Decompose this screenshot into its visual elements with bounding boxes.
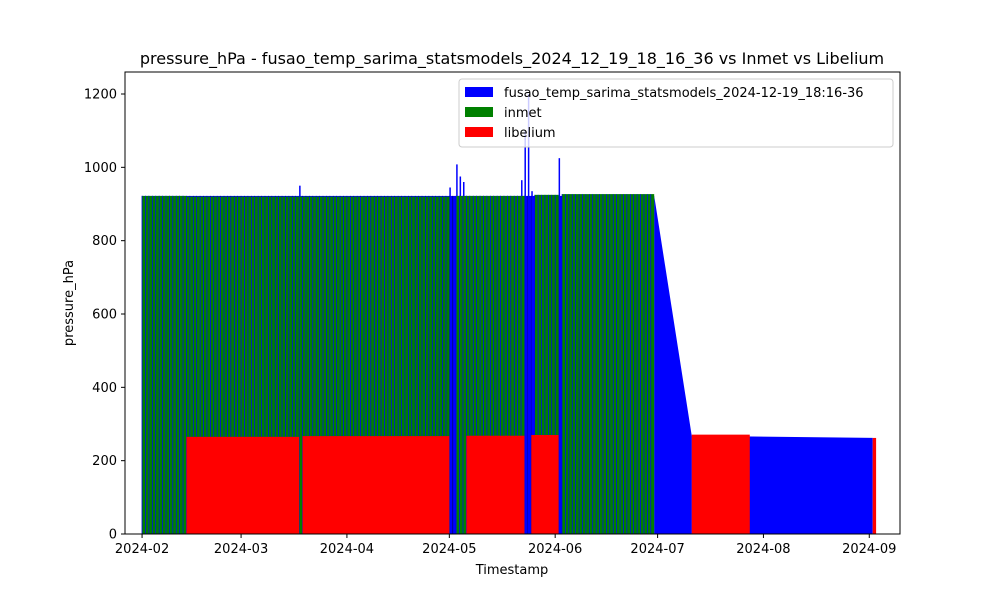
legend-box [458,78,894,148]
series-1-spike-8 [527,94,530,534]
legend-label-1: fusao_temp_sarima_statsmodels_2024-12-19… [504,86,864,101]
y-tick-label-4: 600 [92,308,117,323]
x-tick-label-6: 2024-07 [630,542,684,557]
y-tick-label-2: 200 [92,454,117,469]
series-1-spike-7 [524,130,526,534]
x-tick-label-1: 2024-02 [115,542,169,557]
series-2-daily-bars-1 [141,195,184,534]
series-2-bar-5 [562,194,655,534]
y-tick-label-1: 0 [109,528,117,543]
y-tick-label-3: 400 [92,381,117,396]
y-axis-label: pressure_hPa [62,260,77,346]
x-tick-label-3: 2024-04 [320,542,374,557]
series-3-bar-3 [466,435,525,534]
legend-label-2: inmet [504,106,542,121]
series-1-bar-2 [654,195,692,534]
series-3-bar-2 [302,436,450,534]
x-tick-label-5: 2024-06 [528,542,582,557]
y-tick-label-6: 1000 [84,161,117,176]
series-3-bar-5 [691,434,750,534]
x-tick-label-4: 2024-05 [422,542,476,557]
series-3 [186,434,877,534]
legend-label-3: libelium [504,126,556,141]
series-3-bar-6 [872,437,877,534]
series-2-bar-1 [142,195,187,534]
y-tick-label-7: 1200 [84,88,117,103]
series-1-spike-2 [449,187,451,534]
legend: fusao_temp_sarima_statsmodels_2024-12-19… [458,78,894,148]
series-1-spike-9 [531,191,533,534]
x-axis: 2024-02 2024-03 2024-04 2024-05 2024-06 2024-… [115,534,896,557]
y-axis: 0 200 400 600 800 1000 1200 [84,88,125,543]
series-3-bar-4 [531,435,559,534]
legend-swatch-2 [465,107,493,117]
series-1-spike-10 [558,158,561,534]
x-tick-label-7: 2024-08 [736,542,790,557]
series-2-daily-bars-5 [561,194,652,534]
x-tick-label-8: 2024-09 [842,542,896,557]
plot-area [141,94,877,534]
x-axis-label: Timestamp [475,563,549,578]
series-3-bar-1 [186,436,300,534]
x-tick-label-2: 2024-03 [214,542,268,557]
legend-swatch-3 [465,127,493,137]
chart-title: pressure_hPa - fusao_temp_sarima_statsmo… [140,49,884,69]
legend-swatch-1 [465,87,493,97]
bars-layer [141,94,877,534]
plot-frame [124,71,901,535]
y-tick-label-5: 800 [92,234,117,249]
